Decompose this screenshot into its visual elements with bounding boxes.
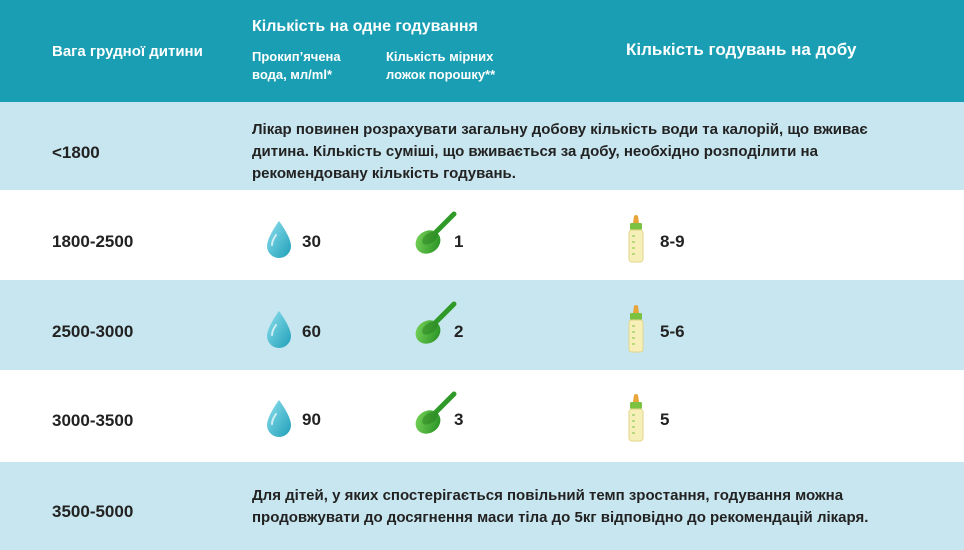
table-row: 1800-2500 30 1 8-9 (0, 190, 964, 280)
baby-bottle-icon (626, 214, 646, 264)
measuring-scoop-icon (412, 210, 460, 258)
feedings-value: 8-9 (660, 232, 685, 251)
spoons-value: 3 (454, 410, 464, 429)
table-row: 2500-3000 60 2 5-6 (0, 280, 964, 370)
feedings-value: 5 (660, 410, 670, 429)
weight-column-header: Вага грудної дитини (52, 43, 203, 60)
baby-bottle-icon (626, 304, 646, 354)
per-feeding-header: Кількість на одне годування (252, 18, 478, 35)
water-drop-icon (264, 219, 294, 259)
note-cell: Для дітей, у яких спостерігається повіль… (252, 487, 869, 526)
baby-bottle-icon (626, 393, 646, 443)
weight-cell: 3000-3500 (52, 411, 134, 430)
spoons-value: 2 (454, 322, 464, 341)
feedings-value: 5-6 (660, 322, 685, 341)
spoons-column-header: Кількість мірних ложок порошку** (386, 49, 496, 82)
note-cell: Лікар повинен розрахувати загальну добов… (252, 121, 868, 182)
spoons-value: 1 (454, 232, 464, 251)
table-row: 3500-5000 Для дітей, у яких спостерігаєт… (0, 462, 964, 550)
measuring-scoop-icon (412, 300, 460, 348)
table-header: Вага грудної дитини Кількість на одне го… (0, 0, 964, 102)
measuring-scoop-icon (412, 390, 460, 438)
weight-cell: <1800 (52, 143, 100, 162)
water-value: 60 (302, 322, 321, 341)
weight-cell: 2500-3000 (52, 322, 134, 341)
water-column-header: Прокип’ячена вода, мл/ml* (252, 49, 341, 82)
table-row: <1800 Лікар повинен розрахувати загальну… (0, 102, 964, 190)
water-drop-icon (264, 309, 294, 349)
feedings-column-header: Кількість годувань на добу (626, 40, 857, 59)
weight-cell: 3500-5000 (52, 502, 134, 521)
table-row: 3000-3500 90 3 5 (0, 370, 964, 462)
weight-cell: 1800-2500 (52, 232, 134, 251)
water-value: 30 (302, 232, 321, 251)
water-drop-icon (264, 398, 294, 438)
water-value: 90 (302, 410, 321, 429)
